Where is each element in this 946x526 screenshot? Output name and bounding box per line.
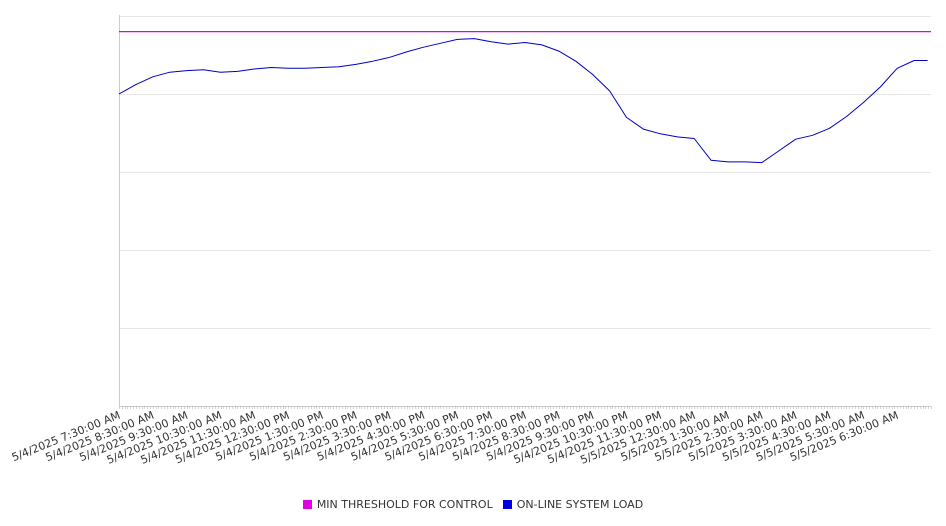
legend-label-system-load: ON-LINE SYSTEM LOAD bbox=[516, 498, 644, 511]
gridlines bbox=[119, 16, 931, 329]
legend-item-system-load[interactable]: ON-LINE SYSTEM LOAD bbox=[502, 498, 644, 511]
series-line-system-load bbox=[118, 38, 928, 164]
x-minor-ticks bbox=[119, 406, 932, 409]
legend-item-threshold[interactable]: MIN THRESHOLD FOR CONTROL bbox=[302, 498, 493, 511]
x-tick-labels: 5/4/2025 7:30:00 AM5/4/2025 8:30:00 AM5/… bbox=[10, 409, 900, 467]
legend-label-threshold: MIN THRESHOLD FOR CONTROL bbox=[316, 498, 493, 511]
legend-swatch-system-load bbox=[502, 500, 512, 509]
series-layer bbox=[118, 31, 931, 164]
legend: MIN THRESHOLD FOR CONTROL ON-LINE SYSTEM… bbox=[0, 498, 946, 511]
legend-swatch-threshold bbox=[302, 500, 312, 509]
axes bbox=[119, 15, 931, 407]
